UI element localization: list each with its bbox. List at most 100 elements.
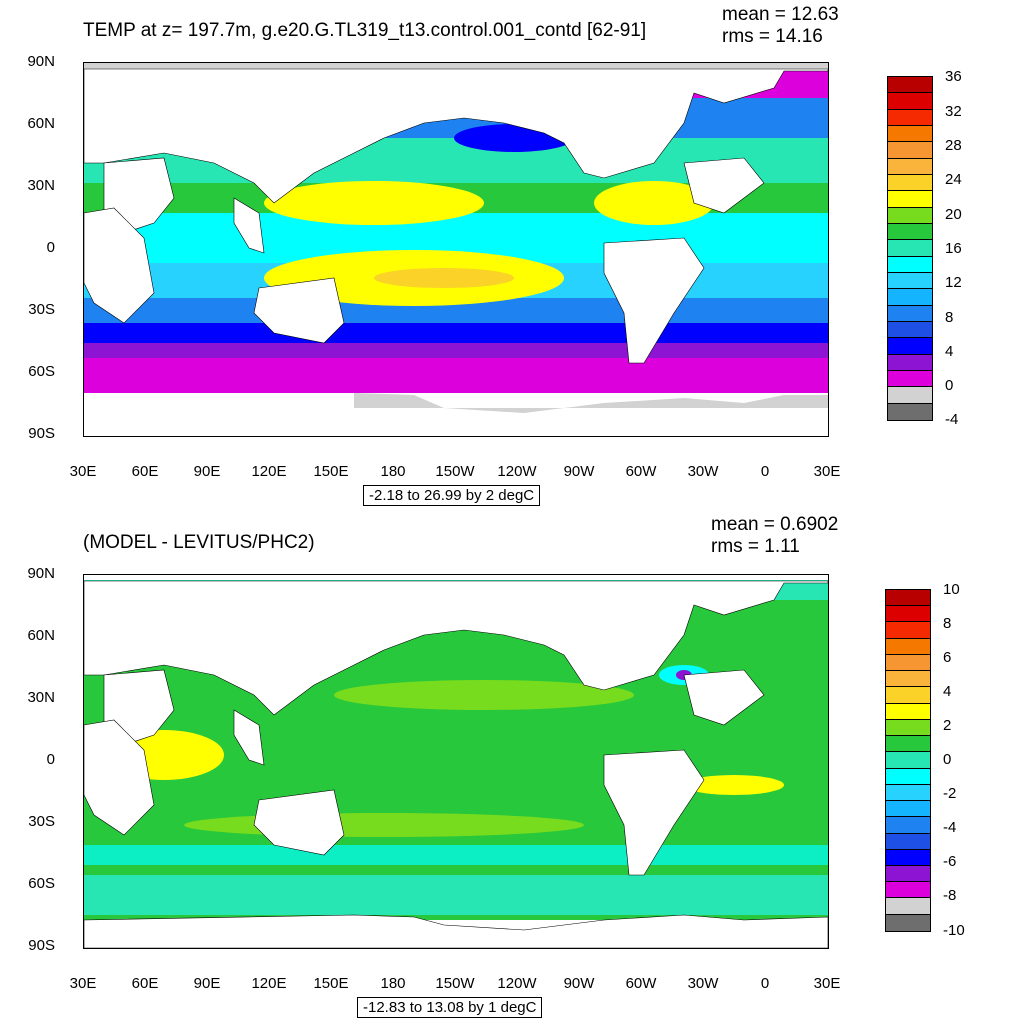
colorbar-swatch xyxy=(888,289,932,306)
lon-label-150w: 150W xyxy=(435,463,475,480)
lat-label-90n: 90N xyxy=(27,565,55,582)
colorbar-label: 6 xyxy=(943,649,952,666)
lon-label-30w: 30W xyxy=(687,975,719,992)
colorbar-label: 0 xyxy=(943,751,952,768)
panel-title: TEMP at z= 197.7m, g.e20.G.TL319_t13.con… xyxy=(83,20,647,41)
lat-label-30n: 30N xyxy=(27,177,55,194)
colorbar-swatch xyxy=(888,370,932,388)
mean-value: mean = 0.6902 xyxy=(711,514,839,535)
colorbar-label: 0 xyxy=(945,377,954,394)
colorbar-swatch xyxy=(886,898,930,915)
colorbar-label: 32 xyxy=(945,103,962,120)
lon-label-150w: 150W xyxy=(435,975,475,992)
colorbar-swatch xyxy=(886,590,930,607)
lon-label-60e: 60E xyxy=(131,463,159,480)
colorbar-swatch xyxy=(888,158,932,175)
mean-value: mean = 12.63 xyxy=(722,4,839,25)
contour-range: -12.83 to 13.08 by 1 degC xyxy=(357,997,543,1018)
lon-label-120e: 120E xyxy=(251,463,287,480)
lat-label-30s: 30S xyxy=(28,301,55,318)
colorbar-swatch xyxy=(888,191,932,208)
lon-label-0: 0 xyxy=(760,975,770,992)
lat-label-60s: 60S xyxy=(28,363,55,380)
lon-label-180: 180 xyxy=(380,463,406,480)
colorbar-label: 4 xyxy=(943,683,952,700)
lon-label-30e-end: 30E xyxy=(813,463,841,480)
colorbar-swatch xyxy=(888,354,932,371)
lat-label-60n: 60N xyxy=(27,627,55,644)
lat-label-0: 0 xyxy=(46,751,55,768)
lon-label-30w: 30W xyxy=(687,463,719,480)
lat-label-60s: 60S xyxy=(28,875,55,892)
lon-label-0: 0 xyxy=(760,463,770,480)
lon-label-120w: 120W xyxy=(497,975,537,992)
lat-label-90s: 90S xyxy=(28,425,55,442)
colorbar-label: 8 xyxy=(943,615,952,632)
colorbar-swatch xyxy=(886,622,930,639)
colorbar-swatch xyxy=(888,321,932,339)
colorbar-swatch xyxy=(888,125,932,143)
lon-label-60w: 60W xyxy=(625,463,657,480)
difference-map xyxy=(83,574,829,949)
difference-map-graphic xyxy=(84,575,828,948)
temperature-map-graphic xyxy=(84,63,828,436)
colorbar-label: 4 xyxy=(945,343,954,360)
colorbar-label: -10 xyxy=(943,922,965,939)
colorbar-swatch xyxy=(886,719,930,737)
colorbar-label: -4 xyxy=(943,819,957,836)
lat-label-90n: 90N xyxy=(27,53,55,70)
colorbar-label: -8 xyxy=(943,887,957,904)
lon-label-90e: 90E xyxy=(193,463,221,480)
colorbar-swatch xyxy=(886,849,930,866)
lon-label-150e: 150E xyxy=(313,975,349,992)
lat-label-0: 0 xyxy=(46,239,55,256)
colorbar-swatch xyxy=(886,768,930,785)
colorbar-label: -6 xyxy=(943,853,957,870)
colorbar-swatch xyxy=(886,752,930,769)
colorbar-swatch xyxy=(888,387,932,404)
colorbar-label: 8 xyxy=(945,309,954,326)
colorbar-swatch xyxy=(888,174,932,192)
colorbar-swatch xyxy=(886,606,930,623)
lat-label-60n: 60N xyxy=(27,115,55,132)
colorbar-label: 36 xyxy=(945,68,962,85)
colorbar-swatch xyxy=(888,256,932,273)
colorbar-swatch xyxy=(886,671,930,688)
lon-label-30e-end: 30E xyxy=(813,975,841,992)
lon-label-30e: 30E xyxy=(69,463,97,480)
colorbar-swatch xyxy=(886,865,930,883)
colorbar-swatch xyxy=(886,914,930,931)
colorbar-swatch xyxy=(886,801,930,818)
lat-label-30s: 30S xyxy=(28,813,55,830)
colorbar-swatch xyxy=(888,223,932,241)
lon-label-60e: 60E xyxy=(131,975,159,992)
rms-value: rms = 14.16 xyxy=(722,26,823,47)
colorbar-swatch xyxy=(888,77,932,94)
colorbar-swatch xyxy=(886,882,930,899)
colorbar-label: 24 xyxy=(945,171,962,188)
colorbar-label: 16 xyxy=(945,240,962,257)
colorbar-swatch xyxy=(888,207,932,224)
colorbar-label: 10 xyxy=(943,581,960,598)
lon-label-120w: 120W xyxy=(497,463,537,480)
colorbar-swatch xyxy=(888,305,932,322)
colorbar-swatch xyxy=(886,833,930,850)
lon-label-60w: 60W xyxy=(625,975,657,992)
lon-label-90e: 90E xyxy=(193,975,221,992)
colorbar-swatch xyxy=(888,142,932,159)
colorbar xyxy=(887,76,933,421)
lon-label-90w: 90W xyxy=(563,463,595,480)
colorbar-swatch xyxy=(886,687,930,704)
colorbar-swatch xyxy=(886,638,930,655)
contour-range: -2.18 to 26.99 by 2 degC xyxy=(363,485,541,506)
colorbar-label: 12 xyxy=(945,274,962,291)
lat-label-90s: 90S xyxy=(28,937,55,954)
lat-label-30n: 30N xyxy=(27,689,55,706)
colorbar-label: 20 xyxy=(945,206,962,223)
temperature-map xyxy=(83,62,829,437)
temp-panel: TEMP at z= 197.7m, g.e20.G.TL319_t13.con… xyxy=(27,4,962,506)
colorbar-label: -4 xyxy=(945,411,959,428)
colorbar-swatch xyxy=(888,272,932,290)
lon-label-30e: 30E xyxy=(69,975,97,992)
lon-label-120e: 120E xyxy=(251,975,287,992)
